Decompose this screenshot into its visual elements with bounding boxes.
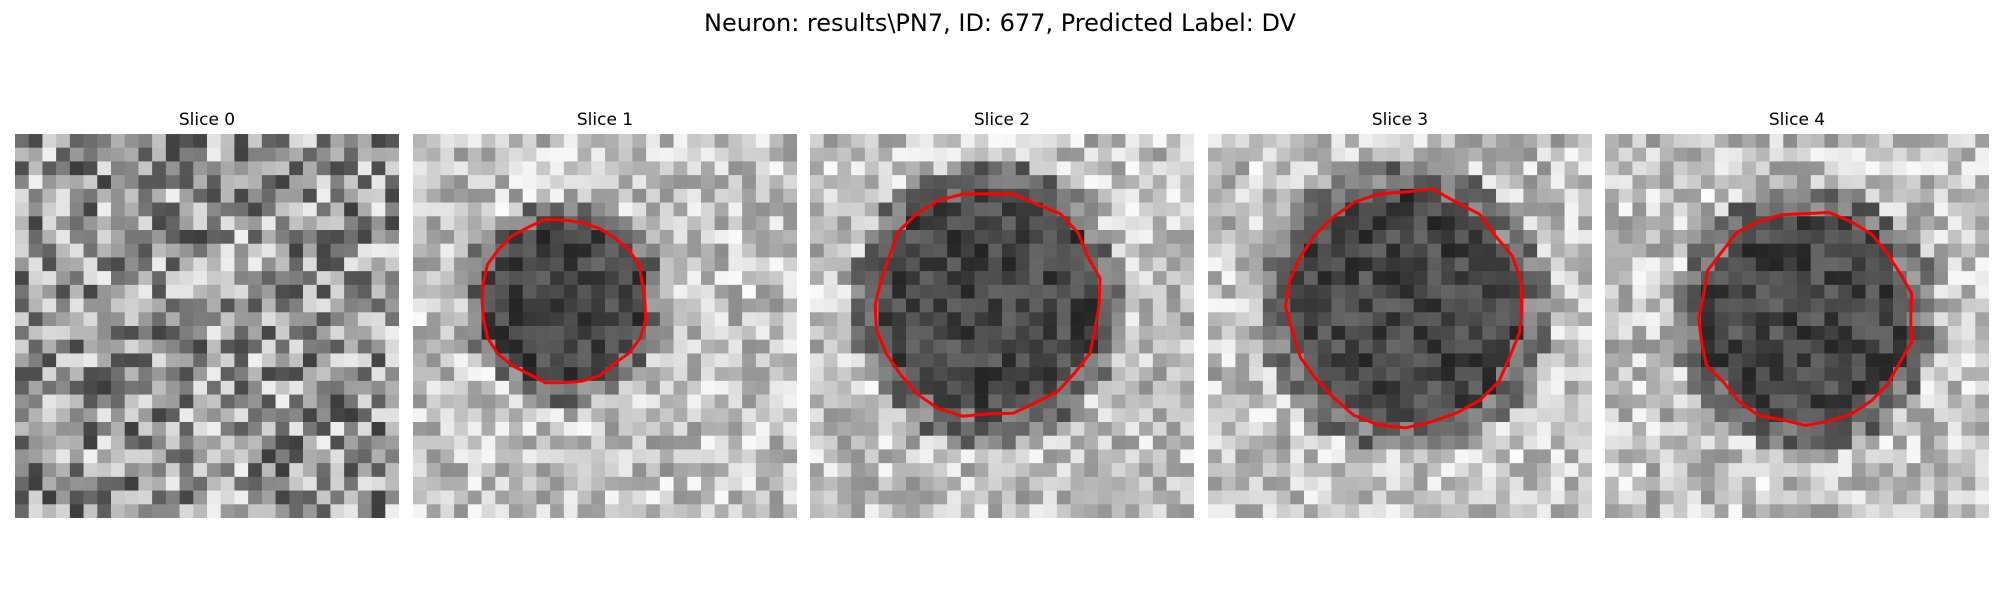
slice-title: Slice 4: [1768, 110, 1826, 130]
slice-title: Slice 1: [576, 110, 634, 130]
neuron-contour: [1697, 210, 1914, 427]
slice-title: Slice 3: [1371, 110, 1429, 130]
slice-title: Slice 2: [973, 110, 1031, 130]
neuron-contour: [480, 217, 648, 385]
neuron-contour: [1283, 187, 1524, 430]
slice-title: Slice 0: [178, 110, 236, 130]
slice-image: [15, 134, 399, 518]
slice-image: [413, 134, 797, 518]
figure-title: Neuron: results\PN7, ID: 677, Predicted …: [704, 9, 1296, 37]
slice-image: [810, 134, 1194, 518]
slice-image: [1605, 134, 1989, 518]
slice-image: [1208, 134, 1592, 518]
neuron-contour: [873, 192, 1102, 418]
